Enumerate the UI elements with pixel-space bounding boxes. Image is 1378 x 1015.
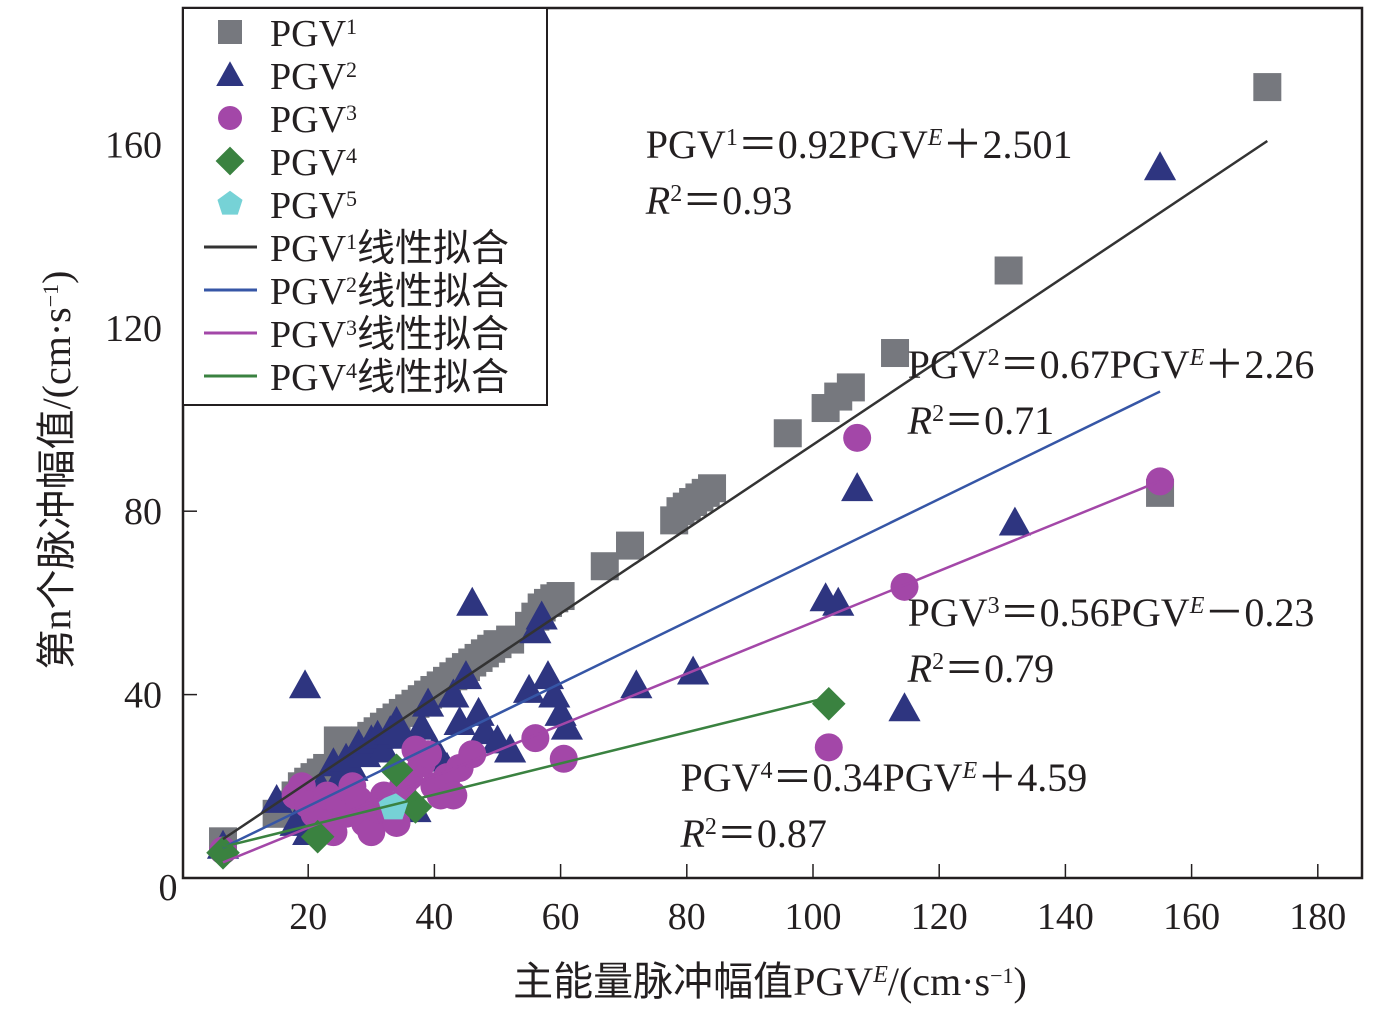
- data-point-series2: [288, 669, 322, 699]
- legend-label: PGV1: [270, 13, 357, 55]
- x-tick-label: 140: [1037, 896, 1094, 938]
- fit-equation: PGV1＝0.92PGVE＋2.501: [646, 122, 1073, 167]
- data-point-series2: [494, 733, 527, 763]
- legend-triangle-icon: [216, 61, 244, 87]
- fit-line-1: [222, 139, 1269, 841]
- fit-r-squared: R2＝0.93: [645, 178, 792, 223]
- fit-line-2: [222, 390, 1161, 849]
- fit-equation: PGV3＝0.56PGVE－0.23: [908, 590, 1315, 635]
- legend-label: PGV3线性拟合: [270, 314, 509, 356]
- data-point-series1: [994, 256, 1023, 285]
- data-point-series3: [890, 572, 919, 601]
- data-point-series1: [773, 419, 802, 448]
- legend-label: PGV4: [270, 142, 357, 184]
- legend-label: PGV1线性拟合: [270, 228, 509, 270]
- data-point-series1: [698, 474, 727, 503]
- x-tick-label: 20: [289, 896, 327, 938]
- data-point-series3: [357, 818, 386, 847]
- y-tick-label: 160: [105, 124, 162, 166]
- origin-label: 0: [159, 867, 178, 909]
- data-point-series4: [379, 753, 414, 788]
- data-point-series4: [811, 686, 846, 721]
- legend-item-square: PGV1: [218, 13, 357, 55]
- legend-item-diamond: PGV4: [215, 142, 357, 184]
- plot-frame: [181, 6, 1364, 880]
- data-point-series1: [546, 582, 575, 611]
- legend-item-fit-1: PGV1线性拟合: [204, 228, 509, 270]
- data-point-series2: [998, 506, 1032, 536]
- data-point-series1: [590, 552, 619, 581]
- fit-r-squared: R2＝0.87: [679, 811, 826, 856]
- y-tick-label: 80: [124, 491, 162, 533]
- fit-equation: PGV2＝0.67PGVE＋2.26: [908, 342, 1315, 387]
- data-point-series3: [414, 740, 443, 769]
- fit-annotations: PGV1＝0.92PGVE＋2.501 R2＝0.93 PGV2＝0.67PGVE＋…: [645, 122, 1315, 856]
- data-point-series1: [1253, 73, 1282, 102]
- x-tick-label: 180: [1289, 896, 1346, 938]
- data-point-series2: [841, 472, 874, 502]
- x-tick-label: 60: [542, 896, 580, 938]
- legend-label: PGV3: [270, 99, 357, 141]
- data-point-series2: [525, 600, 558, 630]
- data-point-series4: [300, 819, 335, 854]
- legend-box: [182, 7, 548, 406]
- legend-diamond-icon: [215, 146, 245, 176]
- legend-label: PGV2: [270, 56, 357, 98]
- data-point-series4: [398, 790, 433, 824]
- y-tick-label: 120: [105, 308, 162, 350]
- legend-square-icon: [218, 20, 242, 44]
- fit-r-squared: R2＝0.79: [907, 646, 1054, 691]
- fit-lines: [222, 139, 1269, 864]
- legend-pentagon-icon: [217, 190, 243, 215]
- data-point-series3: [814, 733, 843, 762]
- data-point-series3: [549, 744, 578, 773]
- x-tick-label: 80: [668, 896, 706, 938]
- fit-equation: PGV4＝0.34PGVE＋4.59: [680, 755, 1087, 800]
- data-point-series2: [462, 696, 495, 726]
- fit-line-4: [222, 695, 830, 849]
- x-axis-ticks: 20 40 60 80 100 120 140 160 180 0: [159, 864, 1346, 938]
- legend-item-fit-4: PGV4线性拟合: [204, 357, 509, 399]
- legend: PGV1PGV2PGV3PGV4PGV5PGV1线性拟合PGV2线性拟合PGV3…: [182, 7, 548, 406]
- data-point-series2: [367, 733, 401, 763]
- data-point-series2: [1143, 151, 1177, 181]
- x-axis-label: 主能量脉冲幅值PGVE/(cm·s−1): [513, 959, 1027, 1004]
- y-tick-label: 40: [124, 675, 162, 717]
- legend-circle-icon: [218, 106, 242, 130]
- data-point-series3: [458, 740, 487, 769]
- data-point-series2: [888, 692, 921, 722]
- x-tick-label: 100: [785, 896, 842, 938]
- legend-item-fit-3: PGV3线性拟合: [204, 314, 509, 356]
- legend-item-triangle: PGV2: [216, 56, 357, 98]
- data-point-series2: [405, 710, 438, 740]
- legend-label: PGV2线性拟合: [270, 271, 509, 313]
- data-point-series3: [843, 423, 872, 452]
- data-point-series2: [437, 678, 470, 708]
- legend-item-circle: PGV3: [218, 99, 357, 141]
- data-point-series3: [439, 781, 468, 810]
- legend-item-pentagon: PGV5: [217, 185, 357, 227]
- plot-marks: [206, 73, 1282, 870]
- legend-item-fit-2: PGV2线性拟合: [204, 271, 509, 313]
- x-tick-label: 120: [911, 896, 968, 938]
- y-axis-ticks: 40 80 120 160: [105, 124, 197, 717]
- x-tick-label: 160: [1163, 896, 1220, 938]
- data-point-series1: [836, 373, 865, 402]
- axis-labels: 主能量脉冲幅值PGVE/(cm·s−1) 第n个脉冲幅值/(cm·s−1): [34, 271, 1027, 1004]
- legend-label: PGV4线性拟合: [270, 357, 509, 399]
- legend-label: PGV5: [270, 185, 357, 227]
- x-tick-label: 40: [415, 896, 453, 938]
- fit-line-3: [222, 479, 1161, 864]
- data-point-series2: [550, 710, 584, 740]
- data-point-series1: [616, 531, 645, 560]
- data-point-series2: [456, 586, 489, 616]
- fit-r-squared: R2＝0.71: [907, 398, 1054, 443]
- data-point-series1: [881, 339, 910, 368]
- data-point-series2: [260, 783, 293, 813]
- y-axis-label: 第n个脉冲幅值/(cm·s−1): [34, 271, 79, 670]
